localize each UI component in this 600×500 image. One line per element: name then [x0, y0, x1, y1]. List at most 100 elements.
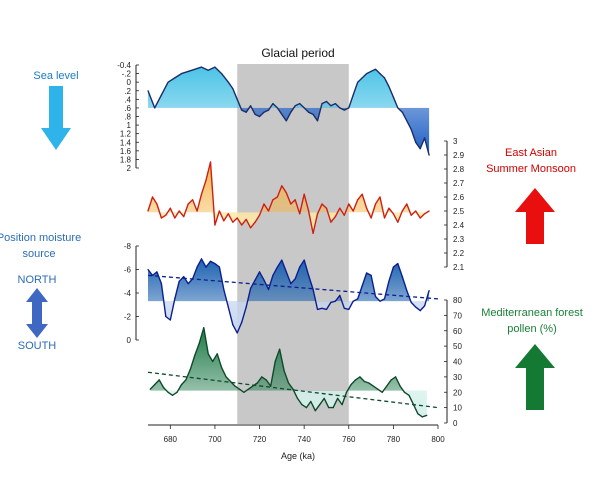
- sea-level-point: [308, 111, 310, 113]
- monsoon-point: [410, 214, 412, 216]
- sea-level-point: [272, 103, 274, 105]
- pollen-point: [238, 388, 241, 390]
- monsoon-area-below: [148, 212, 430, 234]
- pollen-point: [381, 391, 383, 393]
- sea-level-point: [160, 94, 162, 96]
- moisture-point: [357, 298, 359, 300]
- monsoon-point: [379, 196, 381, 198]
- pollen-point: [247, 388, 249, 390]
- pollen-point: [207, 353, 209, 355]
- moisture-point: [410, 301, 412, 303]
- sea-level-point: [221, 73, 223, 75]
- sea-level-tick-label: 1.2: [120, 130, 132, 139]
- monsoon-point: [424, 213, 426, 215]
- monsoon-tick-label: 2.2: [453, 249, 465, 258]
- sea-level-point: [316, 120, 319, 122]
- sea-level-point: [424, 137, 426, 139]
- pollen-tick-label: 40: [453, 358, 462, 367]
- pollen-point: [265, 379, 267, 381]
- monsoon-point: [196, 210, 198, 212]
- pollen-tick-label: 10: [453, 404, 462, 413]
- pollen-point: [252, 385, 254, 387]
- monsoon-point: [200, 193, 203, 195]
- sea-level-label: Sea level: [33, 70, 78, 82]
- pollen-point: [229, 380, 232, 383]
- pollen-point: [399, 385, 401, 387]
- panel-sea-level: -0.4-.20.2.4.6.811.21.41.61.82: [117, 61, 430, 173]
- pollen-point: [296, 397, 299, 399]
- moisture-point: [361, 285, 363, 287]
- pollen-tick-label: 50: [453, 342, 462, 351]
- pollen-point: [176, 391, 178, 393]
- monsoon-point: [209, 161, 212, 163]
- pollen-point: [292, 388, 294, 390]
- moisture-point: [348, 308, 350, 310]
- pollen-point: [377, 388, 379, 390]
- pollen-point: [274, 360, 276, 363]
- moisture-point: [272, 274, 274, 276]
- sea-level-point: [194, 68, 196, 70]
- monsoon-point: [370, 217, 372, 219]
- monsoon-point: [348, 203, 350, 205]
- sea-level-point: [236, 98, 238, 100]
- moisture-point: [258, 271, 261, 273]
- panels-layer: -0.4-.20.2.4.6.811.21.41.61.8232.92.82.7…: [117, 61, 464, 428]
- north-label: NORTH: [18, 274, 57, 286]
- pollen-point: [363, 380, 365, 383]
- sea-level-point: [330, 105, 332, 107]
- pollen-point: [319, 404, 321, 406]
- moisture-point: [352, 300, 354, 302]
- pollen-point: [368, 382, 370, 384]
- sea-level-point: [258, 115, 261, 118]
- monsoon-point: [428, 210, 430, 212]
- monsoon-point: [187, 203, 189, 205]
- sea-level-series-line: [147, 66, 430, 156]
- x-axis-tick-label: 700: [208, 435, 222, 444]
- pollen-point: [163, 387, 165, 389]
- sea-level-tick-label: 1.6: [120, 147, 132, 156]
- pollen-point: [158, 379, 160, 381]
- monsoon-point: [303, 193, 305, 195]
- sea-level-point: [254, 113, 256, 115]
- moisture-series-line: [147, 258, 430, 334]
- sea-level-point: [267, 109, 270, 111]
- sea-level-point: [388, 85, 390, 88]
- pollen-point: [337, 397, 339, 399]
- pollen-point: [386, 385, 388, 387]
- moisture-point: [290, 283, 292, 285]
- monsoon-point: [174, 217, 176, 219]
- sea-level-point: [187, 70, 189, 72]
- moisture-point: [312, 288, 314, 291]
- sea-level-point: [299, 103, 301, 105]
- sea-level-point: [174, 77, 176, 79]
- pollen-point: [417, 413, 419, 415]
- sea-level-area-above: [148, 67, 430, 108]
- monsoon-point: [223, 220, 225, 222]
- monsoon-tick-label: 2.6: [453, 193, 465, 202]
- pollen-point: [372, 385, 374, 387]
- sea-level-point: [401, 111, 403, 113]
- monsoon-point: [232, 221, 234, 223]
- sea-level-point: [263, 111, 265, 113]
- monsoon-label-line2: Summer Monsoon: [486, 163, 576, 175]
- sea-level-point: [419, 148, 421, 150]
- x-axis: 680 700 720 740 760 780 800: [148, 424, 445, 444]
- sea-level-point: [361, 77, 363, 79]
- monsoon-point: [147, 210, 149, 212]
- panel-pollen: 80 70 60 50 40 30 20 10 0: [147, 296, 462, 428]
- monsoon-tick-label: 3: [453, 137, 458, 146]
- north-south-arrow-icon: [26, 288, 48, 338]
- monsoon-point: [290, 203, 292, 205]
- sea-level-point: [312, 113, 314, 115]
- pollen-point: [287, 382, 290, 384]
- pollen-point: [194, 354, 196, 356]
- pollen-point: [212, 360, 214, 363]
- moisture-point: [254, 279, 256, 281]
- sea-level-point: [245, 111, 247, 113]
- sea-level-down-arrow-icon: [41, 86, 71, 150]
- sea-level-point: [334, 103, 336, 105]
- moisture-point: [250, 287, 252, 289]
- moisture-area-above: [148, 258, 430, 302]
- monsoon-point: [267, 210, 270, 212]
